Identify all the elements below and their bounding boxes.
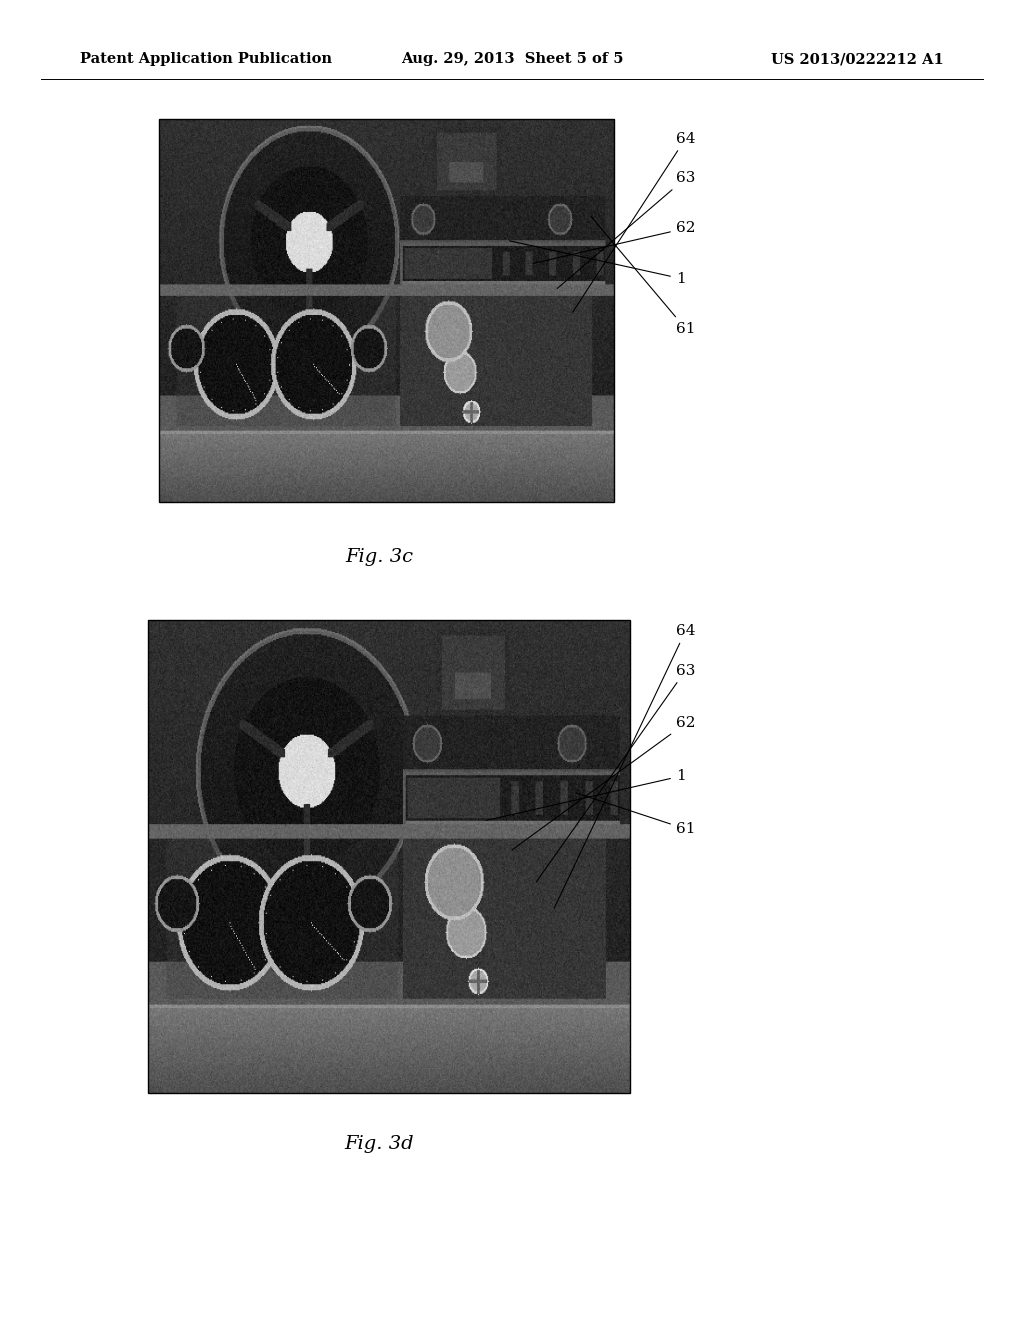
Text: Patent Application Publication: Patent Application Publication — [80, 53, 332, 66]
Text: 61: 61 — [591, 216, 695, 335]
Text: 63: 63 — [557, 172, 695, 289]
Text: US 2013/0222212 A1: US 2013/0222212 A1 — [771, 53, 944, 66]
Text: 1: 1 — [486, 770, 686, 821]
Text: Aug. 29, 2013  Sheet 5 of 5: Aug. 29, 2013 Sheet 5 of 5 — [400, 53, 624, 66]
Bar — [148, 620, 630, 1093]
Bar — [159, 119, 614, 502]
Text: Fig. 3c: Fig. 3c — [345, 548, 413, 566]
Text: 1: 1 — [510, 240, 686, 285]
Text: 62: 62 — [534, 222, 695, 264]
Text: 64: 64 — [554, 624, 695, 908]
Text: 61: 61 — [577, 793, 695, 836]
Text: 63: 63 — [537, 664, 695, 882]
Text: Fig. 3d: Fig. 3d — [344, 1135, 414, 1154]
Text: 64: 64 — [572, 132, 695, 312]
Text: 62: 62 — [512, 717, 695, 850]
